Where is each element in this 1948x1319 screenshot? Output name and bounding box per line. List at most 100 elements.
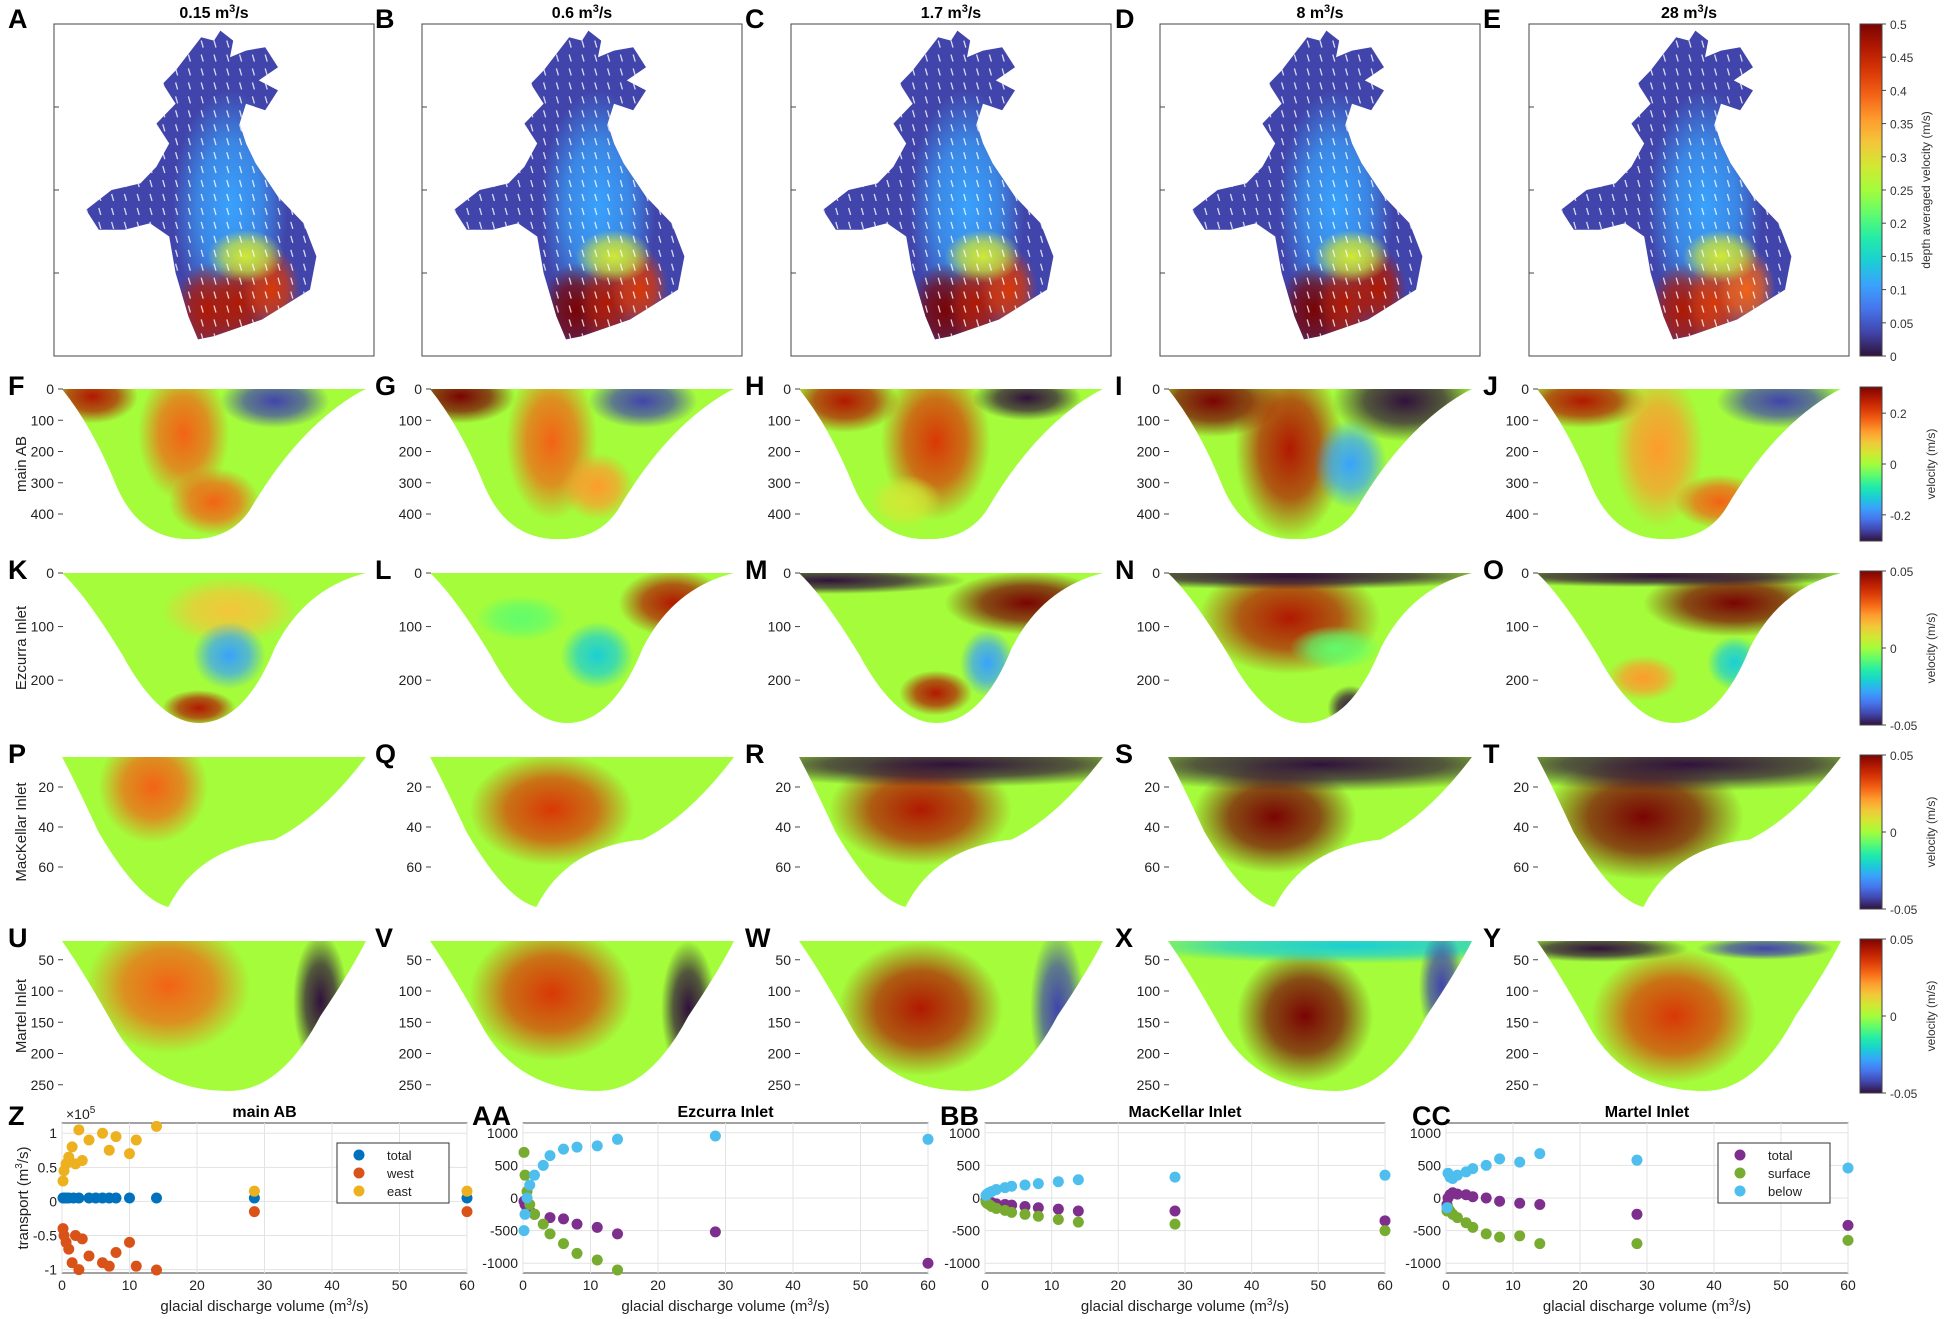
flow-arrow [1332,179,1336,188]
flow-arrow [658,235,662,243]
x-tick-label: 30 [1177,1277,1193,1293]
flow-arrow [1662,96,1667,104]
point-below [524,1179,536,1191]
flow-arrow [213,138,217,146]
flow-arrow [950,235,954,243]
colorbar-label: velocity (m/s) [1924,797,1938,868]
flow-arrow [1344,151,1349,160]
flow-arrow [606,151,611,160]
point-total [571,1218,583,1230]
flow-arrow [149,179,153,188]
flow-arrow [568,207,572,216]
flow-arrow [899,124,903,132]
flow-arrow [1014,249,1018,257]
flow-arrow [1332,68,1336,76]
section-field [430,573,734,723]
flow-arrow [924,235,929,243]
flow-arrow [1357,221,1362,230]
flow-arrow [1216,207,1221,216]
flow-arrow [594,110,598,118]
flow-arrow [1357,96,1362,104]
flow-arrow [1370,54,1374,62]
flow-arrow [645,207,649,216]
point-total [1494,1195,1506,1207]
flow-arrow [1293,193,1298,202]
flow-arrow [1396,221,1400,230]
flow-arrow [1039,249,1044,257]
flow-arrow [937,110,941,118]
flow-arrow [213,165,217,174]
panel-label: Z [8,1101,25,1131]
flow-arrow [1713,277,1718,285]
flow-arrow [1370,221,1374,230]
flow-arrow [187,110,192,118]
flow-arrow [1688,124,1692,132]
flow-arrow [1649,221,1654,230]
flow-arrow [886,179,890,188]
depth-tick-label: 150 [31,1014,55,1030]
point-below [1494,1153,1506,1165]
flow-arrow [1649,110,1654,118]
flow-arrow [251,221,256,230]
flow-arrow [1319,82,1323,90]
flow-arrow [568,54,572,62]
flow-arrow [213,235,217,243]
flow-arrow [658,263,662,271]
flow-arrow [1332,221,1336,230]
point-total [558,1213,569,1225]
flow-arrow [568,124,572,132]
flow-arrow [1001,221,1005,230]
flow-arrow [1319,235,1323,243]
colorbar-tick-label: 0.1 [1890,284,1907,298]
flow-arrow [606,221,611,230]
flow-arrow [302,249,307,257]
y-tick-label: 0 [972,1190,980,1206]
flow-arrow [975,277,980,285]
flow-arrow [98,221,102,230]
colorbar-tick-label: 0 [1890,458,1897,472]
flow-arrow [632,235,636,243]
flow-arrow [555,54,560,62]
panel-label: R [745,739,765,769]
point-total [1842,1219,1854,1231]
y-tick-label: 0 [1433,1190,1441,1206]
flow-arrow [645,249,649,257]
flow-arrow [1319,110,1323,118]
chart-title: main AB [232,1104,296,1121]
depth-tick-label: 100 [1137,412,1161,428]
flow-arrow [670,249,675,257]
flow-arrow [149,193,153,202]
flow-arrow [1701,305,1705,313]
flow-arrow [1713,319,1718,327]
flow-arrow [1688,165,1692,174]
flow-arrow [1319,151,1323,160]
flow-arrow [1649,96,1654,104]
flow-arrow [963,319,967,327]
flow-arrow [937,319,941,327]
flow-arrow [1027,235,1031,243]
flow-arrow [226,124,230,132]
flow-arrow [1624,207,1628,216]
flow-arrow [251,291,256,299]
x-tick-label: 40 [785,1277,801,1293]
flow-arrow [860,221,865,230]
flow-arrow [1765,263,1769,271]
flow-arrow [568,305,572,313]
chart-title: Martel Inlet [1605,1104,1690,1121]
flow-arrow [1688,207,1692,216]
section-panel-T: 20 40 60 T [1483,739,1841,907]
flow-arrow [1014,263,1018,271]
flow-arrow [1027,277,1031,285]
flow-arrow [264,291,268,299]
flow-arrow [530,221,534,230]
flow-arrow [1280,165,1285,174]
flow-arrow [264,68,268,76]
flow-arrow [1739,305,1743,313]
panel-label: K [8,555,28,585]
flow-arrow [1662,235,1667,243]
flow-arrow [606,291,611,299]
flow-arrow [937,124,941,132]
flow-arrow [555,165,560,174]
flow-arrow [1357,235,1362,243]
flow-arrow [1293,165,1298,174]
